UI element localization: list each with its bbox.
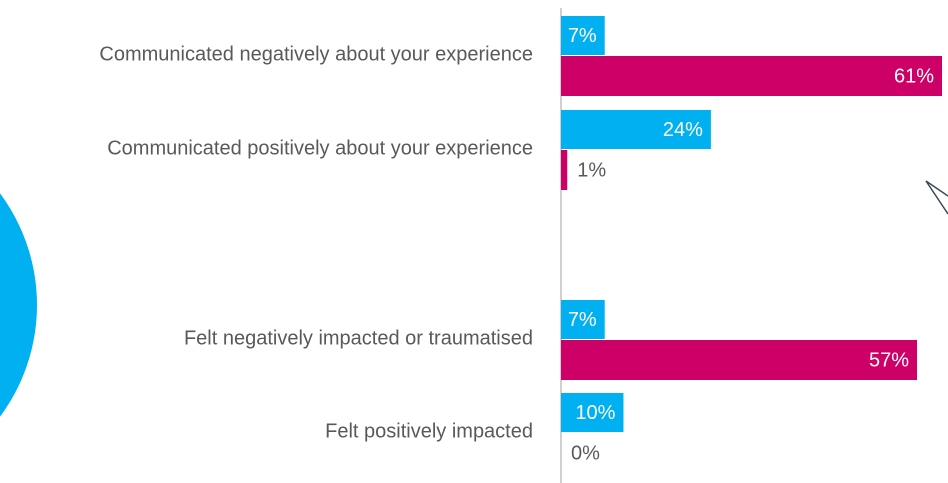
category-label: Felt positively impacted: [325, 420, 533, 442]
bar: [561, 16, 605, 55]
value-label: 24%: [663, 119, 703, 141]
value-label: 1%: [577, 159, 606, 181]
bar: [561, 150, 568, 190]
value-label: 7%: [568, 309, 597, 331]
value-label: 0%: [571, 442, 600, 464]
bar: [561, 393, 624, 432]
category-label: Communicated negatively about your exper…: [99, 43, 533, 65]
decor-circle: [0, 193, 37, 417]
value-label: 57%: [869, 349, 909, 371]
callout-pointer: [925, 180, 948, 215]
bar: [561, 300, 605, 339]
bar: [561, 110, 711, 149]
value-label: 61%: [894, 65, 934, 87]
bar: [561, 56, 942, 96]
category-label: Communicated positively about your exper…: [107, 137, 533, 159]
value-label: 10%: [575, 402, 615, 424]
bar: [561, 340, 918, 380]
category-label: Felt negatively impacted or traumatised: [184, 327, 533, 349]
value-label: 7%: [568, 25, 597, 47]
